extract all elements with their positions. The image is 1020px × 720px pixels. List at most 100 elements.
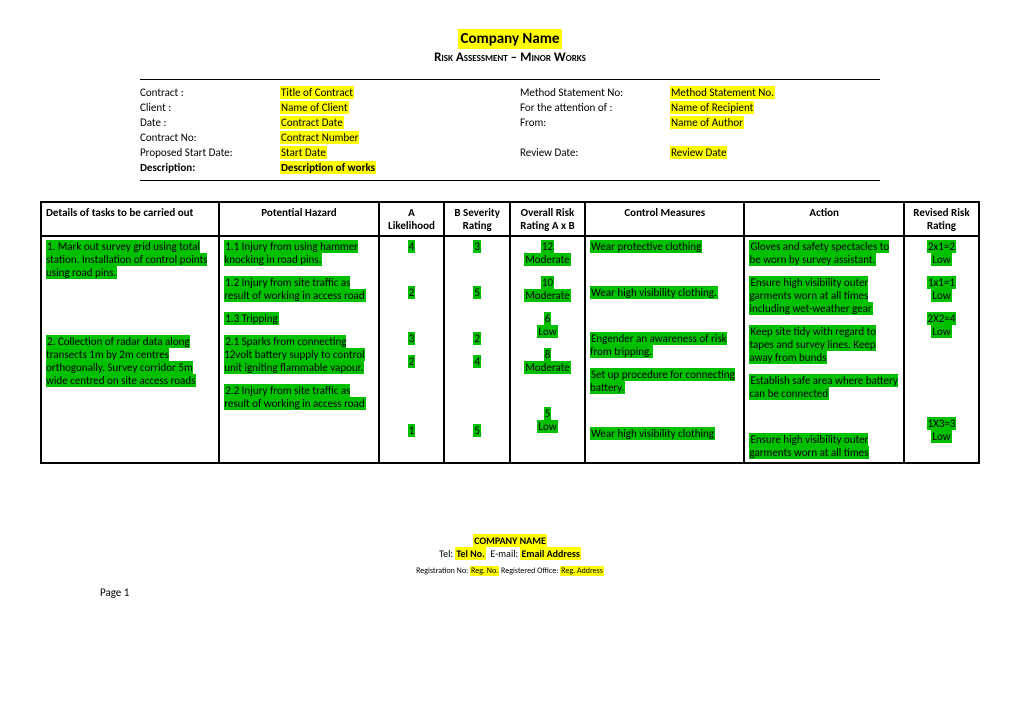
val: 2 [408,286,416,299]
val: 4 [408,240,416,253]
val: 5 [473,286,481,299]
info-row: Date : Contract Date From: Name of Autho… [140,116,880,129]
cell-hazard: 1.1 Injury from using hammer knocking in… [219,236,378,463]
val: Low [931,325,951,338]
hazard-text: 2.2 Injury from site traffic as result o… [224,384,365,410]
task-text: 2. Collection of radar data along transe… [46,335,196,387]
start-label: Proposed Start Date: [140,146,280,159]
val: Low [931,253,951,266]
attention-value: Name of Recipient [670,101,754,114]
page-title: Company Name [40,30,980,48]
control-text: Wear high visibility clothing [590,427,715,440]
cell-action: Gloves and safety spectacles to be worn … [744,236,903,463]
header-revised: Revised Risk Rating [904,202,979,236]
date-value: Contract Date [280,116,344,129]
hazard-text: 1.1 Injury from using hammer knocking in… [224,240,358,266]
val: Moderate [524,253,570,266]
action-text: Keep site tidy with regard to tapes and … [749,325,876,364]
val: Low [537,420,557,433]
val: 1x1=1 [927,276,956,289]
val: 10 [541,276,554,289]
cell-task: 1. Mark out survey grid using total stat… [41,236,219,463]
risk-table: Details of tasks to be carried out Poten… [40,201,980,464]
cell-revised: 2x1=2Low 1x1=1Low 2X2=4Low 1X3=3Low [904,236,979,463]
val: 1X3=3 [927,417,957,430]
val: 3 [473,240,481,253]
task-text: 1. Mark out survey grid using total stat… [46,240,207,279]
tel-label: Tel: [439,547,453,560]
val: Low [537,325,557,338]
attention-label: For the attention of : [520,101,670,114]
val: 5 [544,407,552,420]
subtitle: Risk Assessment – Minor Works [40,50,980,65]
page-number: Page 1 [100,586,980,599]
tel-value: Tel No. [455,547,485,560]
email-value: Email Address [520,547,580,560]
val: 4 [473,355,481,368]
header-hazard: Potential Hazard [219,202,378,236]
contract-no-label: Contract No: [140,131,280,144]
ms-no-value: Method Statement No. [670,86,775,99]
review-value: Review Date [670,146,727,159]
val: Moderate [524,361,570,374]
val: 2 [408,355,416,368]
info-row: Description: Description of works [140,161,880,174]
val: 2x1=2 [927,240,956,253]
action-text: Ensure high visibility outer garments wo… [749,433,869,459]
client-label: Client : [140,101,280,114]
info-row: Contract No: Contract Number [140,131,880,144]
val: 1 [408,424,416,437]
header-task: Details of tasks to be carried out [41,202,219,236]
info-row: Client : Name of Client For the attentio… [140,101,880,114]
val: 2 [473,332,481,345]
reg-office-label: Registered Office: [501,566,558,576]
header-control: Control Measures [585,202,744,236]
from-label: From: [520,116,670,129]
control-text: Set up procedure for connecting battery. [590,368,735,394]
from-value: Name of Author [670,116,744,129]
desc-value: Description of works [280,161,376,174]
info-block: Contract : Title of Contract Method Stat… [140,79,880,181]
review-label: Review Date: [520,146,670,159]
table-header-row: Details of tasks to be carried out Poten… [41,202,979,236]
control-text: Wear protective clothing [590,240,702,253]
header-b: B Severity Rating [444,202,510,236]
date-label: Date : [140,116,280,129]
reg-office-value: Reg. Address [560,566,604,576]
control-text: Wear high visibility clothing. [590,286,718,299]
contract-label: Contract : [140,86,280,99]
val: 3 [408,332,416,345]
val: 8 [544,348,552,361]
control-text: Engender an awareness of risk from tripp… [590,332,727,358]
contract-no-value: Contract Number [280,131,359,144]
hazard-text: 1.3 Tripping [224,312,279,325]
val: Low [931,289,951,302]
cell-overall: 12Moderate 10Moderate 6Low 8Moderate 5Lo… [510,236,585,463]
hazard-text: 2.1 Sparks from connecting 12volt batter… [224,335,364,374]
reg-no-value: Reg. No. [470,566,499,576]
cell-control: Wear protective clothing Wear high visib… [585,236,744,463]
info-row: Proposed Start Date: Start Date Review D… [140,146,880,159]
start-value: Start Date [280,146,327,159]
val: Moderate [524,289,570,302]
cell-severity: 3 5 2 4 5 [444,236,510,463]
reg-no-label: Registration No: [416,566,468,576]
footer-company: COMPANY NAME [473,534,547,547]
header-a: A Likelihood [379,202,445,236]
email-label: E-mail: [490,547,518,560]
cell-likelihood: 4 2 3 2 1 [379,236,445,463]
action-text: Establish safe area where battery can be… [749,374,897,400]
val: Low [931,430,951,443]
table-row: 1. Mark out survey grid using total stat… [41,236,979,463]
val: 5 [473,424,481,437]
client-value: Name of Client [280,101,349,114]
val: 12 [541,240,554,253]
ms-no-label: Method Statement No: [520,86,670,99]
action-text: Ensure high visibility outer garments wo… [749,276,872,315]
footer: COMPANY NAME Tel: Tel No. E-mail: Email … [40,534,980,576]
contract-value: Title of Contract [280,86,354,99]
val: 6 [544,312,552,325]
val: 2X2=4 [927,312,957,325]
action-text: Gloves and safety spectacles to be worn … [749,240,889,266]
desc-label: Description: [140,161,280,174]
